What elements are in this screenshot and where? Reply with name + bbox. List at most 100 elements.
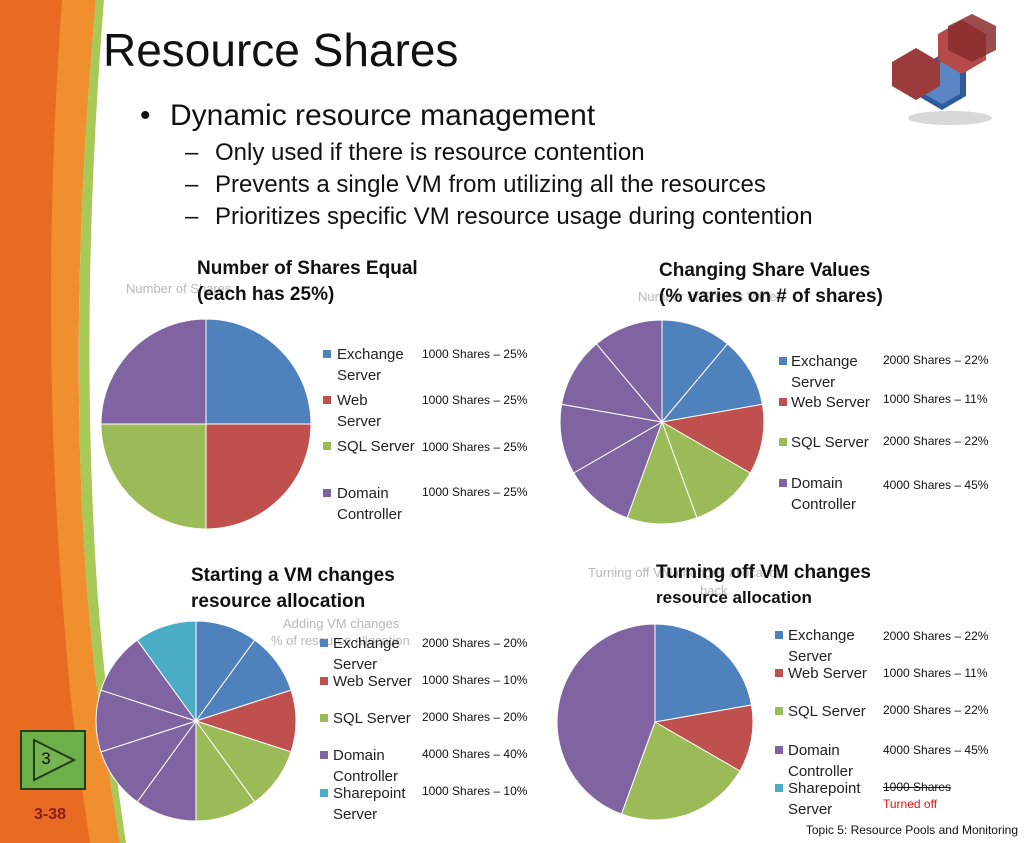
- pie-slice-sql-server: [620, 721, 741, 821]
- chart-title-line2: (each has 25%): [197, 284, 335, 305]
- legend-label: Exchange: [337, 346, 404, 363]
- legend-item: Sharepoint Server: [775, 778, 875, 820]
- chart-title-line1: Turning off VM changes: [656, 562, 871, 583]
- share-text: 1000 Shares – 11%: [883, 666, 988, 680]
- hexagon-logo-icon: [892, 14, 996, 125]
- legend-item: Exchange Server: [320, 633, 420, 675]
- share-text-struck: 1000 Shares: [883, 780, 952, 794]
- sub-bullet-text: Prevents a single VM from utilizing all …: [215, 171, 766, 198]
- legend-item: Sharepoint Server: [320, 783, 420, 825]
- pie-slice-web-server: [660, 403, 765, 474]
- pie-slice-sharepoint-server: [136, 620, 197, 723]
- pie-slice-web-server: [205, 423, 312, 530]
- dash-icon: –: [185, 203, 199, 230]
- pie-chart-changing: [559, 319, 765, 525]
- legend-swatch-sql: [323, 442, 331, 450]
- pie-slice-domain-controller: [559, 403, 664, 474]
- share-text: 2000 Shares – 20%: [422, 710, 528, 724]
- legend-swatch-exchange: [779, 357, 787, 365]
- sub-bullet-text: Only used if there is resource contentio…: [215, 139, 645, 166]
- legend-label: Sharepoint: [333, 785, 406, 802]
- chart-title-line2: resource allocation: [191, 591, 366, 612]
- legend-label: Exchange: [333, 635, 400, 652]
- legend-label: Domain: [788, 742, 840, 759]
- pie-slice-domain-controller: [595, 319, 663, 424]
- turned-off-note: Turned off: [883, 797, 938, 811]
- legend-label: SQL Server: [791, 434, 869, 451]
- legend-item: Domain Controller: [775, 740, 875, 782]
- share-text: 2000 Shares – 22%: [883, 703, 989, 717]
- pie-slice-domain-controller: [100, 318, 207, 425]
- legend-label: SQL Server: [788, 703, 866, 720]
- pie-chart-starting: [95, 620, 297, 822]
- legend-label: SQL Server: [337, 438, 415, 455]
- share-text: 1000 Shares – 11%: [883, 392, 988, 406]
- legend-swatch-domain: [320, 751, 328, 759]
- legend-item: SQL Server: [323, 436, 423, 457]
- legend-swatch-web: [320, 677, 328, 685]
- legend-swatch-sql: [775, 707, 783, 715]
- legend-label: SQL Server: [333, 710, 411, 727]
- legend-label: Server: [337, 367, 382, 384]
- dash-icon: –: [185, 171, 199, 198]
- legend-swatch-exchange: [775, 631, 783, 639]
- nav-number: 3: [41, 749, 51, 768]
- share-text: 2000 Shares – 20%: [422, 636, 528, 650]
- legend-label: Server: [791, 374, 836, 391]
- legend-label: Server: [337, 413, 382, 430]
- legend-label: Web Server: [788, 665, 867, 682]
- legend-item: SQL Server: [779, 432, 879, 453]
- chart-title-line1: Number of Shares Equal: [197, 258, 418, 279]
- legend-swatch-sql: [779, 438, 787, 446]
- share-text: 1000 Shares – 10%: [422, 784, 528, 798]
- legend-label: Sharepoint: [788, 780, 861, 797]
- legend-item: Domain Controller: [320, 745, 420, 787]
- share-text: 4000 Shares – 45%: [883, 743, 989, 757]
- legend-swatch-domain: [323, 489, 331, 497]
- legend-item: Web Server: [775, 663, 875, 684]
- legend-item: Domain Controller: [779, 473, 879, 515]
- pie-slice-domain-controller: [556, 623, 656, 815]
- legend-swatch-web: [775, 669, 783, 677]
- sub-bullet-2: – Prevents a single VM from utilizing all…: [185, 170, 766, 200]
- pie-slice-sql-server: [626, 420, 698, 525]
- sub-bullet-1: – Only used if there is resource contenti…: [185, 138, 645, 168]
- legend-swatch-sharepoint: [320, 789, 328, 797]
- pie-slice-exchange-server: [205, 318, 312, 425]
- chart-title-line2: resource allocation: [656, 588, 812, 607]
- legend-swatch-web: [323, 396, 331, 404]
- share-text: 4000 Shares – 45%: [883, 478, 989, 492]
- pie-chart-turning-off: [556, 623, 754, 821]
- legend-label: Server: [788, 648, 833, 665]
- chart-ghost-label: back: [700, 583, 728, 598]
- chart-title-line1: Changing Share Values: [659, 260, 871, 281]
- legend-label: Server: [333, 656, 378, 673]
- legend-item: Web Server: [320, 671, 420, 692]
- main-bullet: • Dynamic resource management: [140, 98, 595, 134]
- legend-label: Web Server: [791, 394, 870, 411]
- share-text: 1000 Shares – 25%: [422, 347, 528, 361]
- legend-item: Web Server: [323, 390, 413, 432]
- share-text: 2000 Shares – 22%: [883, 434, 989, 448]
- legend-item: Exchange Server: [779, 351, 879, 393]
- share-text: 1000 Shares – 25%: [422, 393, 528, 407]
- legend-label: Domain: [791, 475, 843, 492]
- sub-bullet-text: Prioritizes specific VM resource usage d…: [215, 203, 813, 230]
- share-text: 4000 Shares – 40%: [422, 747, 528, 761]
- legend-item: SQL Server: [775, 701, 875, 722]
- chart-title-line1: Starting a VM changes: [191, 565, 395, 586]
- legend-item: SQL Server: [320, 708, 420, 729]
- pie-slice-domain-controller: [560, 343, 664, 423]
- legend-swatch-domain: [779, 479, 787, 487]
- share-text: 1000 Shares – 10%: [422, 673, 528, 687]
- legend-label: Controller: [788, 763, 854, 780]
- chart-ghost-label: Turning off VM changes allocation: [588, 565, 784, 580]
- legend-item: Domain Controller: [323, 483, 423, 525]
- play-triangle-icon: [33, 738, 77, 782]
- pie-chart-equal: [100, 318, 312, 530]
- legend-swatch-sharepoint: [775, 784, 783, 792]
- pie-slice-sql-server: [661, 420, 752, 519]
- pie-slice-sql-server: [100, 423, 207, 530]
- legend-swatch-domain: [775, 746, 783, 754]
